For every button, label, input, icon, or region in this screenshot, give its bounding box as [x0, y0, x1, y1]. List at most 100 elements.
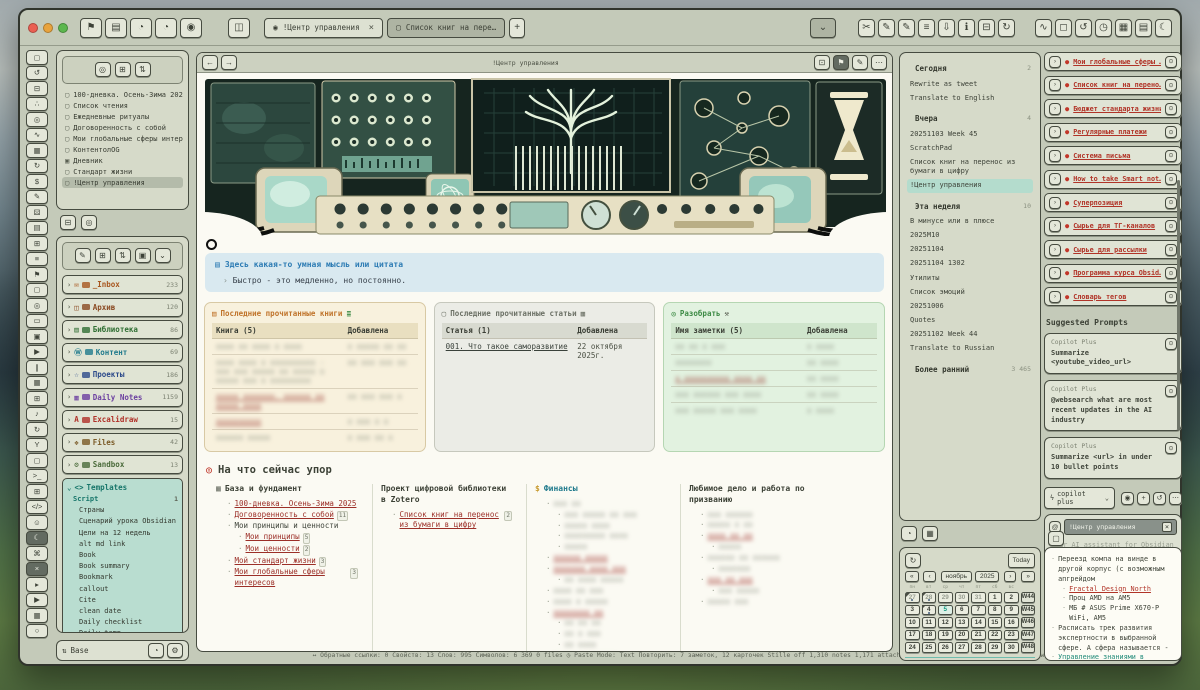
toolbar-button[interactable]: ▤ — [105, 17, 127, 38]
list-item[interactable]: · xxxxxx xxxxx — [546, 553, 608, 563]
bookmark-row[interactable]: › ● Сырье для ТГ-каналов ⊙ — [1044, 216, 1182, 236]
recent-file-item[interactable]: Rewrite as tweet — [907, 77, 1033, 91]
rail-button[interactable]: ▦ — [26, 608, 48, 623]
calendar-refresh-button[interactable]: ↻ — [905, 553, 921, 568]
calendar-day[interactable]: 21 — [971, 629, 986, 640]
list-item[interactable]: · xx xx xx — [557, 618, 601, 628]
bookmark-link[interactable]: Бюджет стандарта жизни — [1073, 104, 1161, 113]
toolbar-button[interactable]: ◉ — [180, 17, 202, 38]
editor-header-button[interactable]: ⚑ — [833, 55, 849, 70]
base-button[interactable]: ⚙ — [167, 643, 183, 658]
calendar-day[interactable]: 16 — [1004, 617, 1019, 628]
settings-button[interactable]: ⊙ — [1165, 290, 1177, 303]
table-row[interactable]: 001. Что такое саморазвитие 22 октября 2… — [441, 338, 648, 363]
toolbar-button[interactable]: ∿ — [1035, 18, 1052, 37]
file-row[interactable]: ▣ Дневник — [62, 155, 183, 166]
calendar-day[interactable]: 3 — [905, 604, 920, 615]
calendar-day[interactable]: 24 — [905, 642, 920, 653]
minimize-window-button[interactable] — [43, 22, 53, 33]
editor-header-button[interactable]: ⋯ — [871, 55, 887, 70]
recent-file-item[interactable]: 2025M10 — [907, 229, 1033, 243]
bookmark-row[interactable]: › ● Регулярные платежи ⊙ — [1044, 122, 1182, 142]
rail-button[interactable]: Y — [26, 437, 48, 452]
rail-button[interactable]: ▤ — [26, 220, 48, 235]
rail-button[interactable]: ☺ — [26, 515, 48, 530]
rail-button[interactable]: ✎ — [26, 189, 48, 204]
rail-button[interactable]: ⊟ — [26, 81, 48, 96]
bookmark-row[interactable]: › ● Бюджет стандарта жизни ⊙ — [1044, 99, 1182, 118]
folder-toolbar-button[interactable]: ▣ — [134, 248, 151, 263]
rail-button[interactable]: ▦ — [26, 143, 48, 158]
table-row[interactable]: xxxx xx xxxx x xxxx x xxxxx xx xx — [212, 338, 418, 355]
prev-year-button[interactable]: « — [905, 571, 919, 582]
settings-button[interactable]: ⊙ — [1165, 196, 1177, 209]
list-item[interactable]: · xx xxxx xxxxx — [557, 574, 624, 584]
calendar-day[interactable]: W45 — [1020, 604, 1035, 615]
rail-button[interactable]: ▣ — [26, 329, 48, 344]
settings-button[interactable]: ⊙ — [1165, 126, 1177, 138]
folder-row[interactable]: › Ⓦ Контент 69 — [62, 342, 183, 362]
toolbar-button[interactable]: ≡ — [918, 18, 935, 37]
calendar-day[interactable]: 29 — [938, 592, 953, 603]
tab-book-list[interactable]: ▢ Список книг на пере… — [387, 17, 506, 38]
table-row[interactable]: xxxxx xxxxxxx. xxxxxx xx xxxxx xxxx xx xx… — [212, 388, 418, 414]
rail-button[interactable]: ⊞ — [26, 236, 48, 251]
explorer-mid-button[interactable]: ◎ — [81, 215, 97, 230]
template-file-row[interactable]: clean date — [67, 605, 178, 616]
calendar-day[interactable]: 10 — [905, 617, 920, 628]
file-row[interactable]: ▢ Стандарт жизни — [62, 166, 183, 177]
rail-button[interactable]: ▦ — [26, 375, 48, 390]
toolbar-button[interactable]: ⚑ — [80, 17, 102, 38]
calendar-day[interactable]: 14 — [971, 617, 986, 628]
toolbar-button[interactable]: ↻ — [998, 18, 1015, 37]
calendar-day[interactable]: 9 — [1004, 604, 1019, 615]
list-item[interactable]: · Мои глобальные сферы интересов 3 — [227, 567, 358, 588]
toolbar-button[interactable]: ⇩ — [938, 18, 955, 37]
toolbar-button[interactable]: ◻ — [1055, 18, 1072, 37]
bookmark-link[interactable]: Система письма — [1073, 151, 1131, 160]
prev-month-button[interactable]: ‹ — [923, 571, 936, 582]
folder-row[interactable]: › A Excalidraw 15 — [62, 410, 183, 429]
recent-file-item[interactable]: В минусе или в плюсе — [907, 215, 1033, 229]
toolbar-button[interactable]: ▦ — [1115, 18, 1132, 37]
template-file-row[interactable]: Daily temp — [67, 628, 178, 632]
new-tab-button[interactable]: + — [509, 17, 526, 38]
table-row[interactable]: xxxx xxxx x xxxxxxxxxx - xxx xxx xxxxx x… — [212, 354, 418, 389]
list-item[interactable]: · xxxxxxxx xx — [546, 607, 604, 617]
context-chip[interactable]: !Центр управления × — [1064, 519, 1177, 536]
back-button[interactable]: ← — [202, 55, 218, 70]
rail-button[interactable]: ▸ — [26, 577, 48, 592]
recent-file-item[interactable]: Список эмоций — [907, 285, 1033, 299]
rail-button[interactable]: ▶ — [26, 592, 48, 607]
list-item[interactable]: · xxx xx xxx — [700, 574, 753, 584]
bookmark-link[interactable]: Сырье для рассылки — [1073, 245, 1147, 254]
bookmark-row[interactable]: › ● Мои глобальные сферы … ⊙ — [1044, 52, 1182, 71]
bookmark-row[interactable]: › ● Список книг на перено… ⊙ — [1044, 75, 1182, 95]
year-select[interactable]: 2025 — [974, 571, 1000, 582]
copilot-toolbar-button[interactable]: ◉ — [1121, 491, 1134, 505]
copilot-toolbar-button[interactable]: ↺ — [1153, 491, 1166, 505]
template-file-row[interactable]: Цели на 12 недель — [67, 527, 178, 538]
calendar-day[interactable]: 28 — [971, 642, 986, 653]
bookmark-link[interactable]: How to take Smart not… — [1073, 175, 1161, 183]
rail-button[interactable]: ◻ — [26, 282, 48, 297]
list-item[interactable]: · xx x xxx — [557, 629, 601, 639]
calendar-day[interactable]: 31 — [971, 592, 986, 603]
list-item[interactable]: · xxxxx — [711, 542, 742, 552]
base-button[interactable]: ◔ — [148, 643, 164, 658]
scratch-note-panel[interactable]: · Переезд компа на винде в другой корпус… — [1044, 547, 1182, 661]
calendar-day[interactable]: 20 — [954, 629, 969, 640]
list-item[interactable]: · xxxxx xxxx — [557, 520, 610, 530]
calendar-day[interactable]: 28 — [921, 592, 936, 603]
close-icon[interactable]: × — [1162, 522, 1172, 533]
copilot-toolbar-button[interactable]: + — [1137, 491, 1150, 505]
table-row[interactable]: xx xx x xxx x xxxx — [671, 338, 878, 355]
settings-button[interactable]: ⊙ — [1165, 149, 1177, 162]
close-window-button[interactable] — [28, 22, 38, 33]
toolbar-button[interactable]: ◷ — [1095, 18, 1112, 37]
bookmark-row[interactable]: › ● Система письма ⊙ — [1044, 146, 1182, 165]
folder-row[interactable]: › ✉ _Inbox 233 — [62, 275, 183, 294]
tab-control-center[interactable]: ◉ !Центр управления × — [264, 17, 384, 38]
calendar-day[interactable]: 15 — [987, 617, 1002, 628]
calendar-day[interactable]: 7 — [971, 604, 986, 615]
